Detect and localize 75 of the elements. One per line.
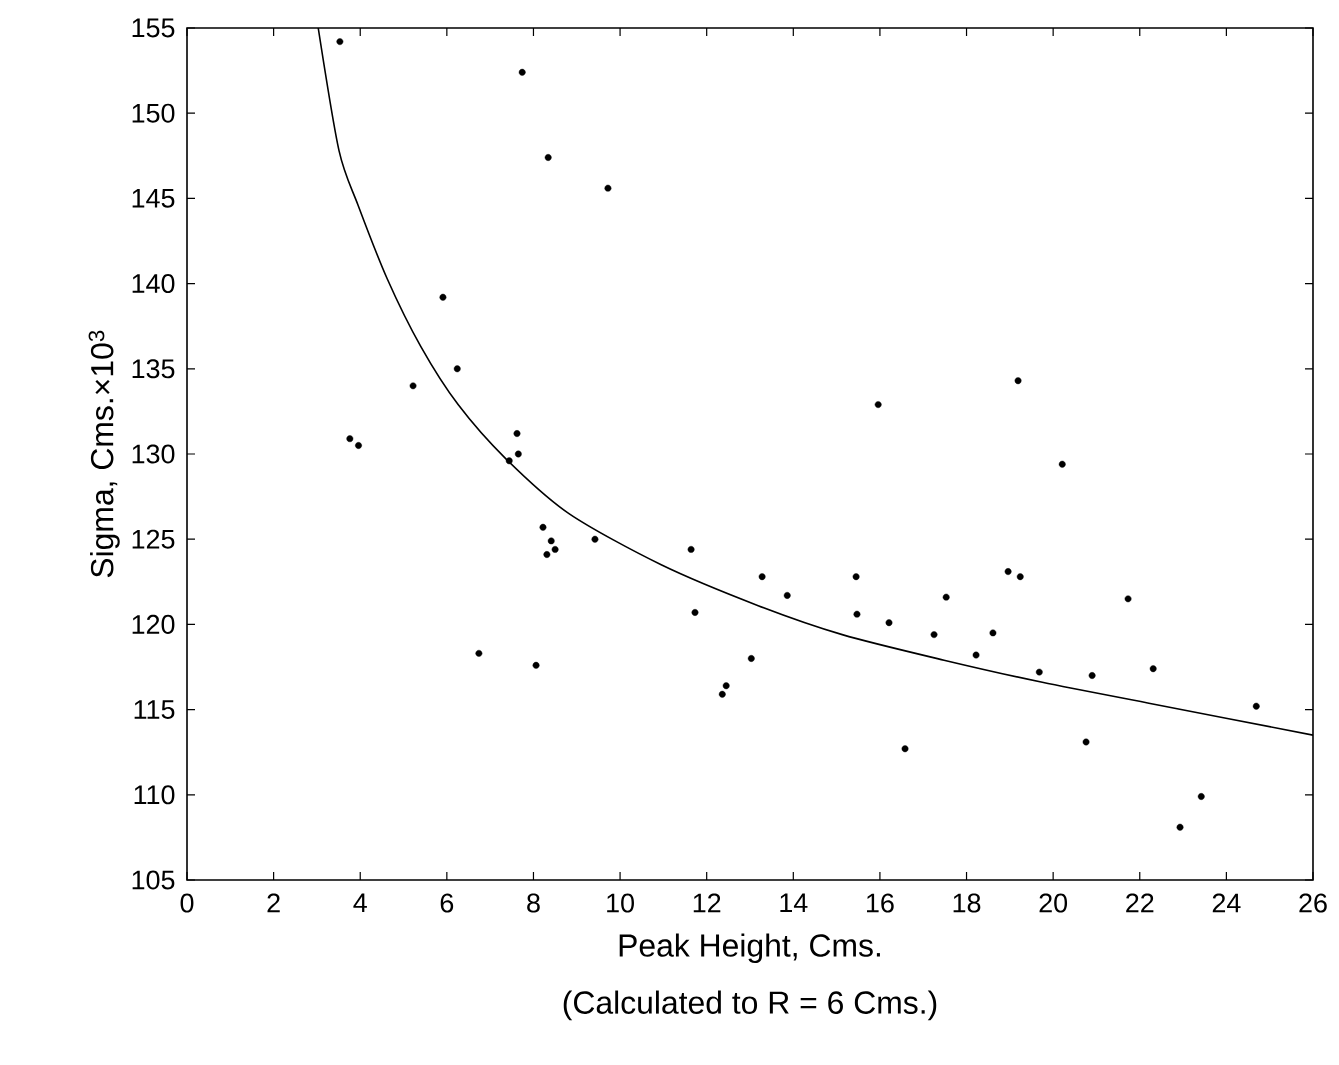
y-tick-label: 130 <box>132 444 175 464</box>
point <box>513 430 521 437</box>
point <box>1149 665 1157 673</box>
x-tick-label: 2 <box>267 893 280 913</box>
point <box>758 573 766 581</box>
point <box>691 609 699 616</box>
point <box>930 631 938 639</box>
point <box>532 661 540 669</box>
point <box>1004 568 1012 575</box>
point <box>453 365 461 373</box>
y-tick-label: 110 <box>134 785 175 805</box>
point <box>874 401 882 408</box>
y-tick-label: 145 <box>132 189 175 208</box>
point <box>514 450 522 458</box>
x-tick-label: 4 <box>353 893 367 913</box>
y-axis-title: Sigma, Cms.×10$^{3}$ <box>88 330 120 578</box>
point <box>1252 702 1260 710</box>
y-tick-label: 140 <box>132 274 175 294</box>
point <box>747 655 755 662</box>
point <box>1088 672 1096 679</box>
point <box>539 523 547 531</box>
point <box>1058 460 1066 468</box>
point <box>591 535 599 543</box>
point <box>722 682 730 690</box>
y-tick-label: 115 <box>134 700 175 719</box>
point <box>783 592 791 599</box>
point <box>518 68 526 76</box>
point <box>544 154 552 161</box>
point <box>1082 738 1090 746</box>
x-tick-label: 10 <box>607 893 634 913</box>
point <box>1016 573 1024 581</box>
y-tick-label: 150 <box>132 103 175 123</box>
point <box>1014 377 1022 385</box>
point <box>972 651 980 659</box>
point <box>346 435 354 443</box>
point <box>604 184 612 192</box>
x-tick-label: 16 <box>867 893 894 913</box>
point <box>551 546 559 553</box>
x-tick-label: 26 <box>1299 893 1327 913</box>
point <box>1197 793 1205 800</box>
point <box>901 745 909 753</box>
text: (Calculated to R = 6 Cms.) <box>563 990 937 1021</box>
x-tick-label: 8 <box>527 893 540 913</box>
point <box>355 442 362 449</box>
x-tick-label: 0 <box>180 893 194 913</box>
y-tick-label: 105 <box>132 870 175 890</box>
x-tick-label: 22 <box>1126 893 1154 913</box>
point <box>336 38 344 46</box>
x-tick-label: 18 <box>953 893 981 913</box>
x-tick-label: 14 <box>780 893 808 913</box>
x-axis-title: Peak Height, Cms. <box>619 933 880 964</box>
y-tick-label: 125 <box>132 529 175 549</box>
point <box>885 619 893 627</box>
point <box>718 690 726 698</box>
point <box>475 649 483 657</box>
point <box>505 457 513 465</box>
point <box>1176 823 1184 831</box>
point <box>853 610 861 618</box>
x-tick-label: 24 <box>1212 893 1241 913</box>
point <box>1035 668 1043 676</box>
point <box>439 293 447 301</box>
y-tick-label: 135 <box>132 359 175 379</box>
point <box>543 551 551 558</box>
point <box>1124 595 1132 603</box>
x-tick-label: 12 <box>693 893 721 913</box>
x-tick-label: 20 <box>1039 893 1068 913</box>
y-tick-label: 120 <box>132 614 175 634</box>
point <box>409 382 417 390</box>
x-tick-label: 6 <box>440 893 454 913</box>
point <box>547 537 555 545</box>
point <box>989 629 997 637</box>
y-tick-label: 155 <box>132 18 175 38</box>
point <box>942 593 950 601</box>
point <box>852 573 860 581</box>
point <box>687 546 695 553</box>
